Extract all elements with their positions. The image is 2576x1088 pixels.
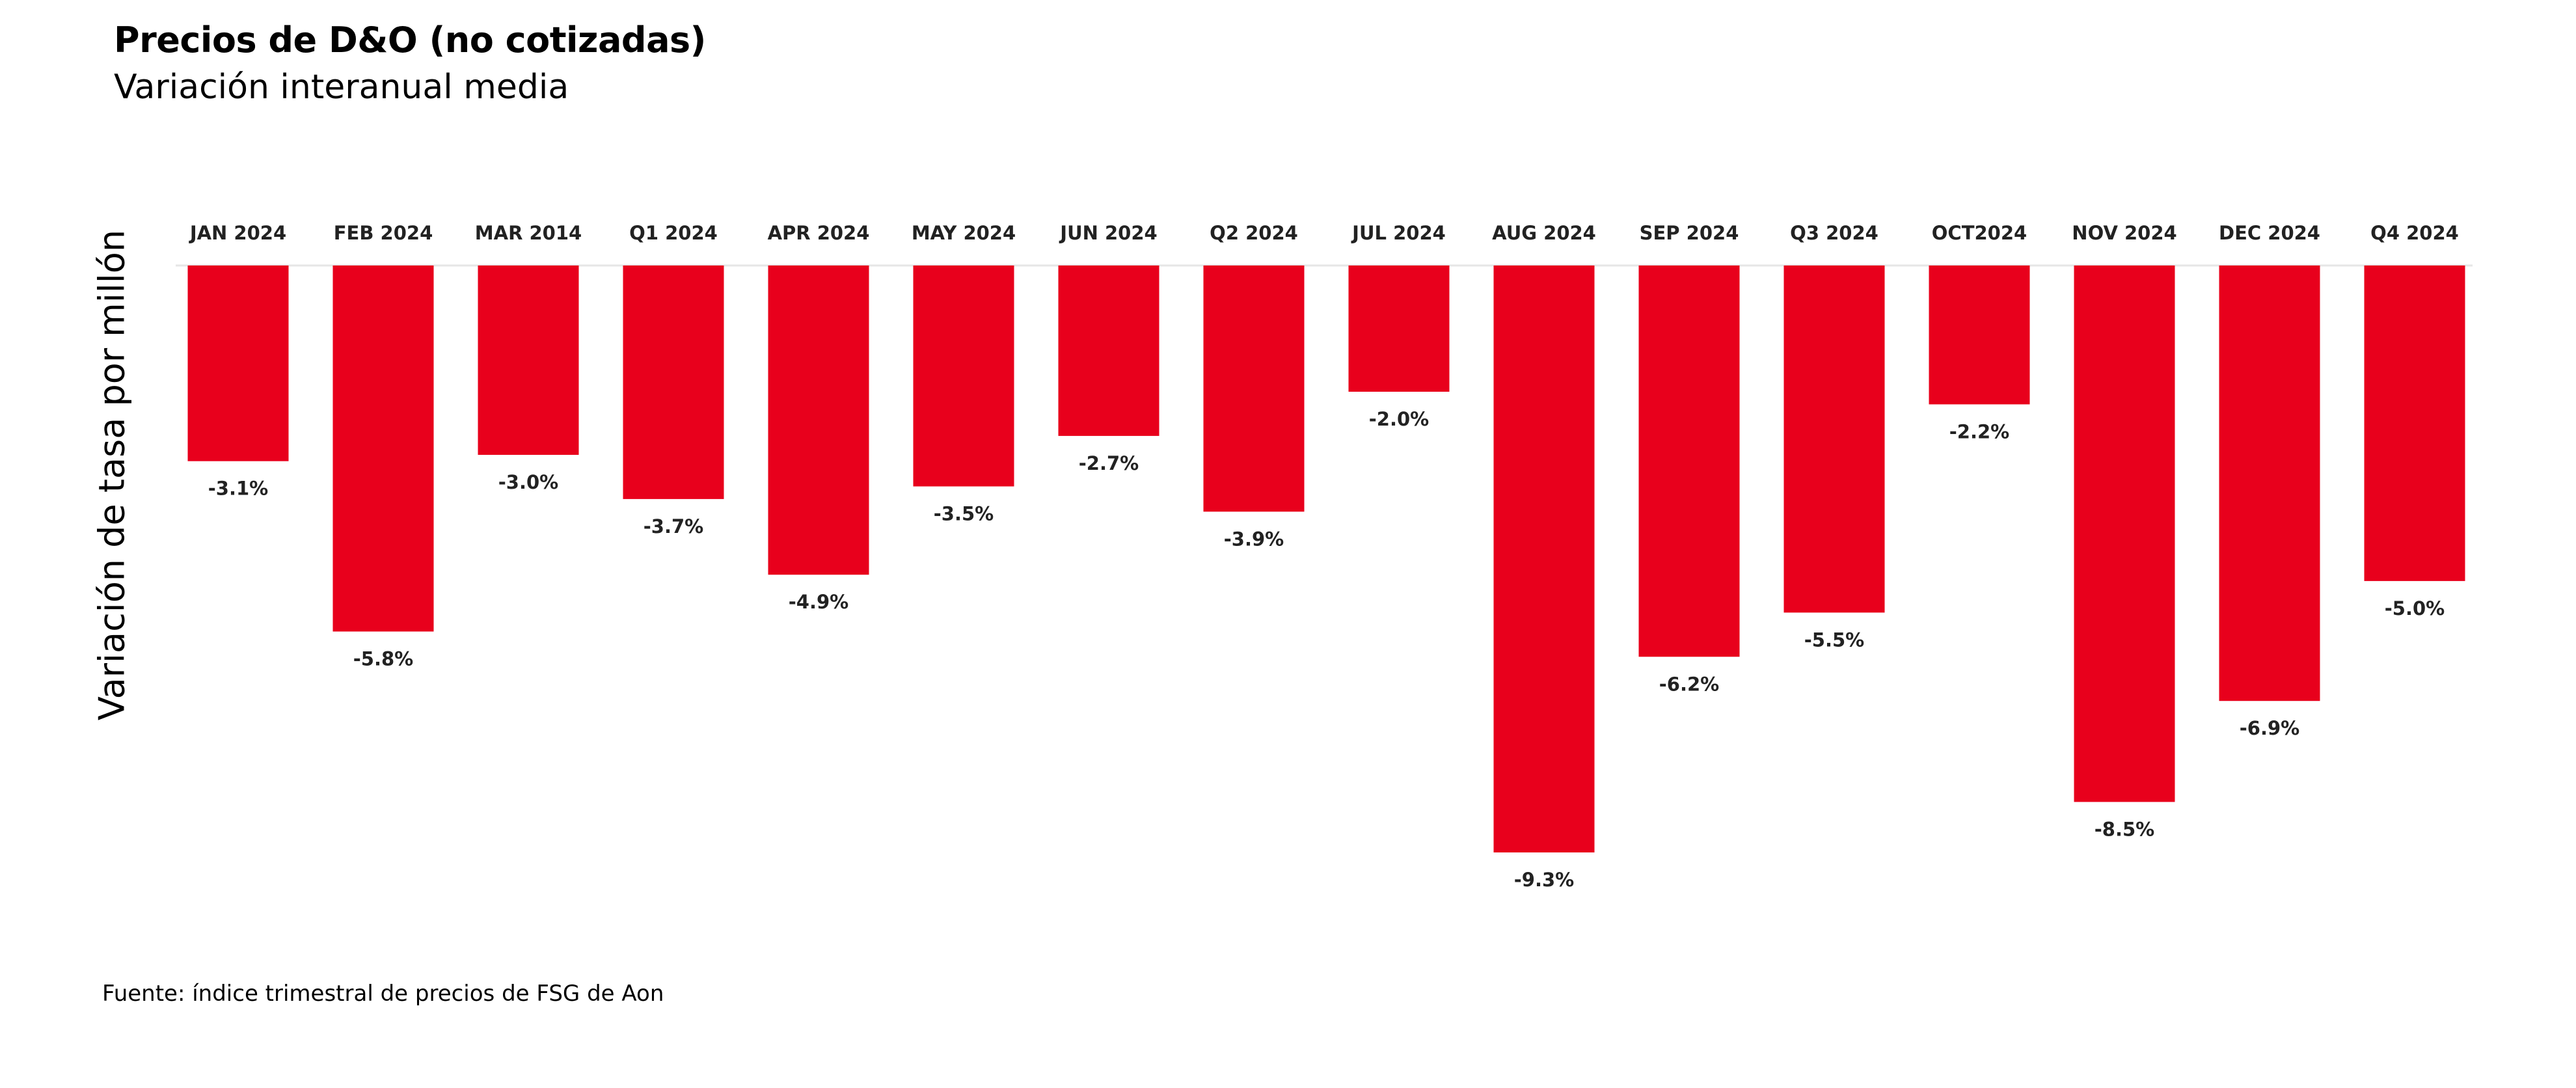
bars-group [187,265,2465,852]
source-note: Fuente: índice trimestral de precios de … [102,981,664,1007]
category-label-12: OCT2024 [1932,222,2027,244]
category-labels-group: JAN 2024 FEB 2024 MAR 2014 Q1 2024 APR 2024 M… [189,222,2459,244]
bar-3 [623,265,724,499]
category-label-8: JUL 2024 [1351,222,1446,244]
data-labels-group: -3.1% -5.8% -3.0% -3.7% -4.9% -3.5% -2.7% -3.9%… [208,408,2445,891]
data-label-13: -8.5% [2095,818,2154,840]
category-label-2: MAR 2014 [475,222,582,244]
bar-7 [1203,265,1305,512]
category-label-1: FEB 2024 [334,222,433,244]
category-label-10: SEP 2024 [1640,222,1739,244]
data-label-6: -2.7% [1079,452,1139,474]
bar-6 [1058,265,1159,436]
bar-14 [2219,265,2320,701]
chart-title: Precios de D&O (no cotizadas) [114,20,706,61]
bar-10 [1638,265,1740,657]
category-label-13: NOV 2024 [2072,222,2176,244]
bar-0 [187,265,289,461]
bar-1 [332,265,434,632]
data-label-12: -2.2% [1949,420,2009,442]
category-label-5: MAY 2024 [912,222,1016,244]
bar-15 [2364,265,2465,581]
data-label-15: -5.0% [2385,597,2445,619]
category-label-6: JUN 2024 [1059,222,1157,244]
bar-9 [1493,265,1595,852]
bar-2 [478,265,579,455]
data-label-9: -9.3% [1514,869,1574,891]
bar-8 [1348,265,1450,392]
bar-5 [913,265,1014,487]
category-label-3: Q1 2024 [629,222,718,244]
category-label-7: Q2 2024 [1210,222,1298,244]
bar-11 [1783,265,1885,613]
data-label-2: -3.0% [498,471,558,493]
data-label-7: -3.9% [1224,528,1284,550]
data-label-3: -3.7% [644,515,703,537]
category-label-0: JAN 2024 [189,222,286,244]
data-label-11: -5.5% [1804,629,1864,651]
category-label-11: Q3 2024 [1790,222,1878,244]
data-label-5: -3.5% [934,503,994,525]
data-label-10: -6.2% [1659,673,1719,695]
bar-4 [768,265,869,575]
category-label-9: AUG 2024 [1492,222,1596,244]
chart-subtitle: Variación interanual media [114,68,569,107]
category-label-14: DEC 2024 [2219,222,2320,244]
bar-12 [1929,265,2030,405]
category-label-15: Q4 2024 [2370,222,2459,244]
category-label-4: APR 2024 [768,222,870,244]
bar-13 [2074,265,2175,802]
data-label-4: -4.9% [789,591,848,613]
data-label-0: -3.1% [208,478,268,500]
data-label-1: -5.8% [353,648,413,670]
data-label-14: -6.9% [2240,717,2299,739]
data-label-8: -2.0% [1369,408,1429,430]
